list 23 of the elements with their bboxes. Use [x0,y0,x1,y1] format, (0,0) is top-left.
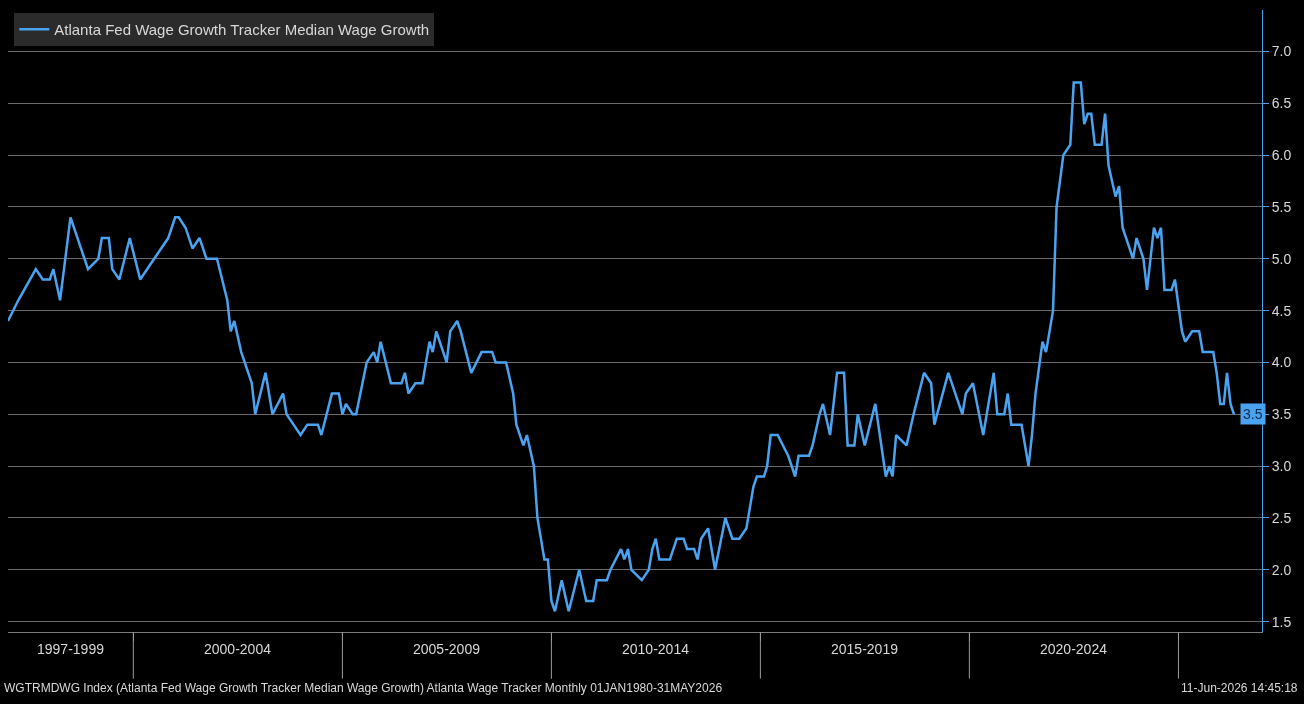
text: WGTRMDWG Index (Atlanta Fed Wage Growth Tracker Median Wage Growth) Atlanta Wage Tracker Monthly 01JAN1980-31MAY2026 [4,681,723,695]
y-tick-label: 4.5 [1271,302,1292,319]
y-tick-label: 2.0 [1271,561,1292,578]
y-tick-label: 7.0 [1271,43,1292,60]
y-tick-label: 6.5 [1271,95,1292,112]
x-tick-label: 2020-2024 [1040,641,1108,657]
y-tick-label: 5.5 [1271,198,1292,215]
annotation: 3.5 [1243,406,1263,422]
y-tick-label: 4.0 [1271,354,1292,371]
x-tick-label: 2010-2014 [622,641,690,657]
y-tick-label: 2.5 [1271,509,1292,526]
y-tick-label: 5.0 [1271,250,1292,267]
line-series [8,81,1236,613]
y-tick-label: 3.5 [1271,406,1292,423]
legend-label: Atlanta Fed Wage Growth Tracker Median Wage Growth [54,21,430,39]
x-tick-label: 2015-2019 [831,641,899,657]
y-tick-label: 3.0 [1271,458,1292,475]
x-tick-label: 2000-2004 [204,641,272,657]
text: 11-Jun-2026 14:45:18 [1181,681,1298,695]
y-tick-label: 1.5 [1271,613,1292,630]
x-tick-label: 2005-2009 [413,641,481,657]
y-tick-label: 6.0 [1271,147,1292,164]
x-tick-label: 1997-1999 [37,641,105,657]
